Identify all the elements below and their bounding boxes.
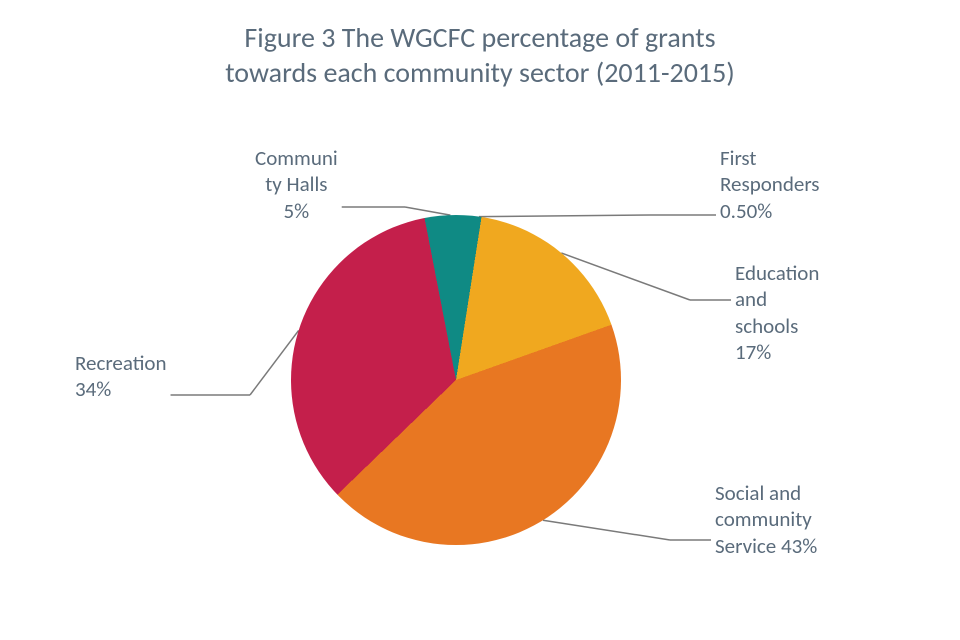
chart-title: Figure 3 The WGCFC percentage of grants … [0,20,960,90]
chart-title-line1: Figure 3 The WGCFC percentage of grants [244,20,715,55]
label-first-responders: First Responders 0.50% [720,145,820,224]
label-recreation: Recreation 34% [75,350,167,403]
chart-title-line2: towards each community sector (2011-2015… [225,55,735,90]
label-social-community: Social and community Service 43% [715,480,817,559]
label-education: Education and schools 17% [735,260,819,365]
chart-container: Figure 3 The WGCFC percentage of grants … [0,0,960,640]
label-community-halls: Communi ty Halls 5% [255,145,338,224]
pie-holder [291,215,621,545]
pie-chart [291,215,621,545]
